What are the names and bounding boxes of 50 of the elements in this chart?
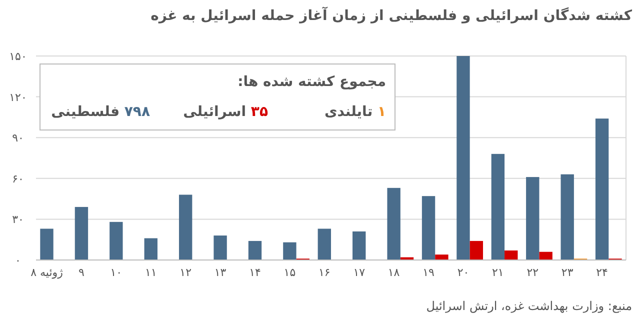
bar [178,194,192,260]
text: ۷۹۸ فلسطینی [51,104,150,120]
y-tick-label: ۹۰ [12,132,24,145]
x-tick-label: ۱۹ [422,266,435,279]
x-tick-label: ۱۱ [144,266,157,279]
bar [595,118,609,260]
text: ۱ تایلندی [324,104,386,120]
y-tick-label: ۱۲۰ [9,90,27,104]
bar [560,174,574,260]
x-tick-label: ۲۴ [596,266,608,279]
x-tick-label: ۱۸ [388,266,400,279]
bar [470,240,484,260]
text: منبع: وزارت بهداشت غزه، ارتش اسرائیل [426,299,632,313]
bar [283,242,296,260]
bar [74,206,88,260]
bar [318,228,331,260]
bar [526,177,540,260]
bar [435,254,448,260]
bar [387,188,400,260]
x-tick-label: ۱۰ [110,266,122,279]
bar [352,231,366,260]
y-tick-label: ۶۰ [12,172,24,186]
x-tick-label: ۱۳ [214,266,226,279]
chart-title: کشته شدگان اسرائیلی و فلسطینی از زمان آغاز حمله اسرائیل به غزه [150,6,633,24]
legend-title: مجموع کشته شده ها: [238,74,386,90]
bar [214,236,227,260]
x-tick-label: ۲۱ [492,266,504,279]
bar [40,228,54,260]
y-tick-label: ۳۰ [12,213,24,226]
bar [504,250,518,260]
x-tick-label: ۸ ژوئیه [30,266,63,279]
x-tick-label: ۲۳ [561,266,574,279]
bar [422,196,436,260]
bar [491,154,505,260]
x-tick-label: ۹ [78,266,85,279]
x-tick-label: ۱۲ [180,266,192,279]
bar [248,240,262,260]
x-tick-label: ۱۴ [249,266,261,279]
bar [539,252,552,260]
x-tick-label: ۲۰ [457,266,470,279]
bar [110,222,123,260]
bar [144,238,158,260]
bar [456,56,470,260]
x-tick-label: ۲۲ [526,266,539,279]
x-tick-label: ۱۶ [318,266,330,279]
y-tick-label: ۰ [15,254,21,267]
x-tick-label: ۱۵ [284,266,296,279]
x-tick-label: ۱۷ [353,266,366,279]
text: ۳۵ اسرائیلی [183,104,268,120]
y-tick-label: ۱۵۰ [9,50,27,63]
